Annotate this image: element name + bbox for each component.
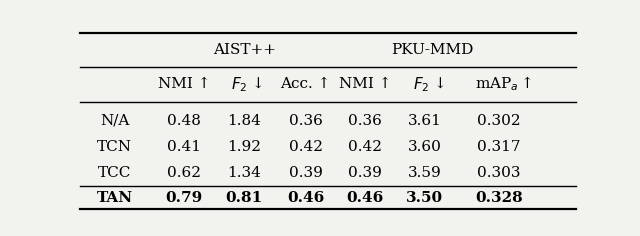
Text: 1.84: 1.84 <box>227 114 260 128</box>
Text: 0.36: 0.36 <box>289 114 323 128</box>
Text: mAP$_a$: mAP$_a$ <box>475 76 518 93</box>
Text: 0.42: 0.42 <box>348 140 382 154</box>
Text: AIST++: AIST++ <box>213 43 276 57</box>
Text: 3.59: 3.59 <box>408 166 442 180</box>
Text: ↓: ↓ <box>433 77 446 91</box>
Text: 0.81: 0.81 <box>225 191 262 205</box>
Text: 0.62: 0.62 <box>167 166 201 180</box>
Text: 0.42: 0.42 <box>289 140 323 154</box>
Text: 0.303: 0.303 <box>477 166 521 180</box>
Text: 0.39: 0.39 <box>289 166 323 180</box>
Text: 3.50: 3.50 <box>406 191 444 205</box>
Text: $F_2$: $F_2$ <box>413 75 429 94</box>
Text: $F_2$: $F_2$ <box>232 75 248 94</box>
Text: 1.34: 1.34 <box>227 166 260 180</box>
Text: N/A: N/A <box>100 114 129 128</box>
Text: 0.48: 0.48 <box>167 114 201 128</box>
Text: TCN: TCN <box>97 140 132 154</box>
Text: 0.46: 0.46 <box>347 191 384 205</box>
Text: 0.36: 0.36 <box>348 114 382 128</box>
Text: 3.61: 3.61 <box>408 114 442 128</box>
Text: 0.302: 0.302 <box>477 114 521 128</box>
Text: ↑: ↑ <box>520 77 533 91</box>
Text: ↓: ↓ <box>252 77 265 91</box>
Text: NMI ↑: NMI ↑ <box>158 77 211 91</box>
Text: 0.328: 0.328 <box>476 191 523 205</box>
Text: 0.39: 0.39 <box>348 166 382 180</box>
Text: TCC: TCC <box>98 166 131 180</box>
Text: TAN: TAN <box>97 191 132 205</box>
Text: 0.41: 0.41 <box>167 140 201 154</box>
Text: 3.60: 3.60 <box>408 140 442 154</box>
Text: 0.46: 0.46 <box>287 191 324 205</box>
Text: 0.317: 0.317 <box>477 140 521 154</box>
Text: Acc. ↑: Acc. ↑ <box>280 77 331 91</box>
Text: NMI ↑: NMI ↑ <box>339 77 392 91</box>
Text: PKU-MMD: PKU-MMD <box>391 43 474 57</box>
Text: 1.92: 1.92 <box>227 140 260 154</box>
Text: 0.79: 0.79 <box>166 191 203 205</box>
